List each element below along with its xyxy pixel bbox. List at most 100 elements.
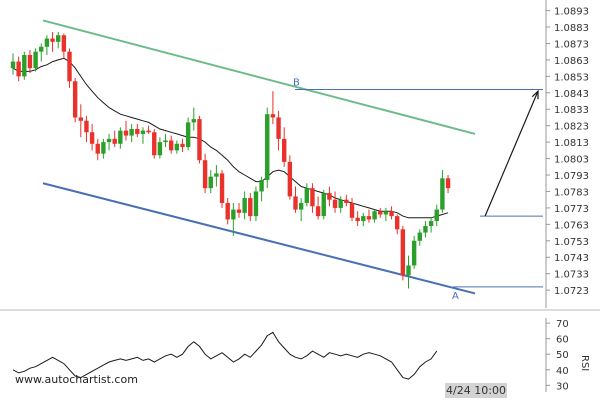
candle-body — [327, 193, 332, 200]
candle-body — [39, 46, 44, 52]
candle-body — [270, 114, 276, 118]
candle-body — [44, 38, 50, 47]
rsi-axis-label: RSI — [579, 355, 590, 371]
price-tick-label: 1.0733 — [554, 270, 589, 281]
candle-body — [265, 114, 270, 180]
candle-body — [445, 178, 451, 189]
candle-body — [349, 202, 355, 218]
candle-body — [89, 132, 95, 144]
price-tick-label: 1.0783 — [554, 187, 589, 198]
candle-body — [355, 217, 360, 222]
price-tick-label: 1.0773 — [554, 204, 589, 215]
price-tick-label: 1.0883 — [554, 23, 589, 34]
lower-channel-line — [42, 182, 476, 295]
price-tick-label: 1.0763 — [554, 220, 589, 231]
candle-body — [112, 138, 117, 144]
candle-body — [434, 209, 439, 222]
candle-body — [400, 229, 406, 276]
candle-body — [293, 196, 298, 210]
price-tick-label: 1.0723 — [554, 286, 589, 297]
candle-body — [423, 226, 428, 233]
candle-body — [242, 198, 247, 213]
price-tick-label: 1.0813 — [554, 138, 589, 149]
price-tick-label: 1.0823 — [554, 122, 589, 133]
candle-body — [214, 173, 219, 177]
candle-body — [16, 61, 21, 77]
candle-body — [123, 130, 129, 136]
candle-body — [10, 61, 16, 69]
candle-body — [417, 232, 422, 241]
candle-body — [338, 199, 343, 208]
candle-body — [361, 216, 366, 222]
candle-body — [315, 206, 321, 217]
candle-body — [378, 211, 383, 215]
candle-body — [152, 132, 157, 156]
candle-body — [332, 199, 338, 208]
forecast-arrow-line — [484, 90, 539, 217]
candle-body — [411, 240, 417, 266]
rsi-line — [12, 331, 438, 380]
candle-body — [395, 216, 400, 230]
candle-body — [259, 179, 264, 192]
upper-channel-line — [42, 19, 476, 135]
forecast-arrow-head — [531, 89, 539, 100]
rsi-tick-label: 70 — [556, 319, 569, 330]
candle-body — [67, 51, 72, 82]
rsi-tick-label: 40 — [556, 366, 569, 377]
candle-body — [56, 35, 61, 42]
candle-body — [78, 117, 83, 121]
price-panel: 1.0893 1.0883 1.0873 1.0863 1.0853 1.0843 1.08… — [10, 0, 589, 308]
price-tick-label: 1.0853 — [554, 72, 589, 83]
candle-body — [33, 51, 38, 69]
candle-body — [140, 130, 146, 134]
candle-body — [72, 81, 78, 118]
candle-body — [84, 120, 89, 133]
candle-body — [135, 128, 140, 134]
candle-body — [236, 209, 242, 213]
candle-body — [310, 188, 315, 207]
candle-body — [298, 202, 304, 210]
candle-body — [225, 202, 230, 220]
candle-body — [366, 216, 372, 220]
candle-body — [231, 209, 236, 220]
candle-body — [191, 119, 196, 123]
rsi-panel: 70 60 50 40 30 RSI — [12, 318, 590, 392]
moving-average-line — [12, 57, 449, 219]
candle-body — [389, 211, 394, 217]
candle-body — [27, 54, 33, 69]
candle-body — [174, 143, 180, 151]
candle-body — [219, 173, 225, 203]
candle-body — [118, 130, 123, 144]
price-tick-label: 1.0743 — [554, 253, 589, 264]
candle-body — [185, 122, 191, 148]
candle-body — [50, 38, 55, 42]
candle-body — [157, 142, 163, 156]
x-axis-date-label: 4/24 10:00 — [445, 383, 507, 398]
candle-body — [383, 211, 389, 215]
candle-body — [22, 54, 27, 77]
candle-body — [406, 265, 411, 276]
candle-body — [146, 130, 151, 133]
level-b-label: B — [293, 78, 300, 89]
candle-body — [253, 191, 259, 217]
candle-body — [208, 176, 213, 189]
candle-body — [95, 143, 100, 154]
candle-body — [106, 138, 112, 143]
watermark: www.autochartist.com — [15, 373, 138, 386]
price-tick-label: 1.0793 — [554, 171, 589, 182]
candle-body — [276, 117, 281, 139]
candle-body — [440, 178, 445, 210]
price-tick-label: 1.0803 — [554, 155, 589, 166]
price-tick-label: 1.0873 — [554, 39, 589, 50]
rsi-tick-label: 60 — [556, 335, 569, 346]
candle-body — [428, 221, 434, 226]
candle-body — [61, 35, 67, 52]
rsi-tick-label: 50 — [556, 350, 569, 361]
candle-body — [197, 119, 202, 161]
candle-body — [282, 138, 287, 162]
candle-body — [344, 199, 349, 203]
rsi-tick-label: 30 — [556, 381, 569, 392]
price-tick-label: 1.0893 — [554, 7, 589, 18]
candle-body — [321, 193, 326, 217]
